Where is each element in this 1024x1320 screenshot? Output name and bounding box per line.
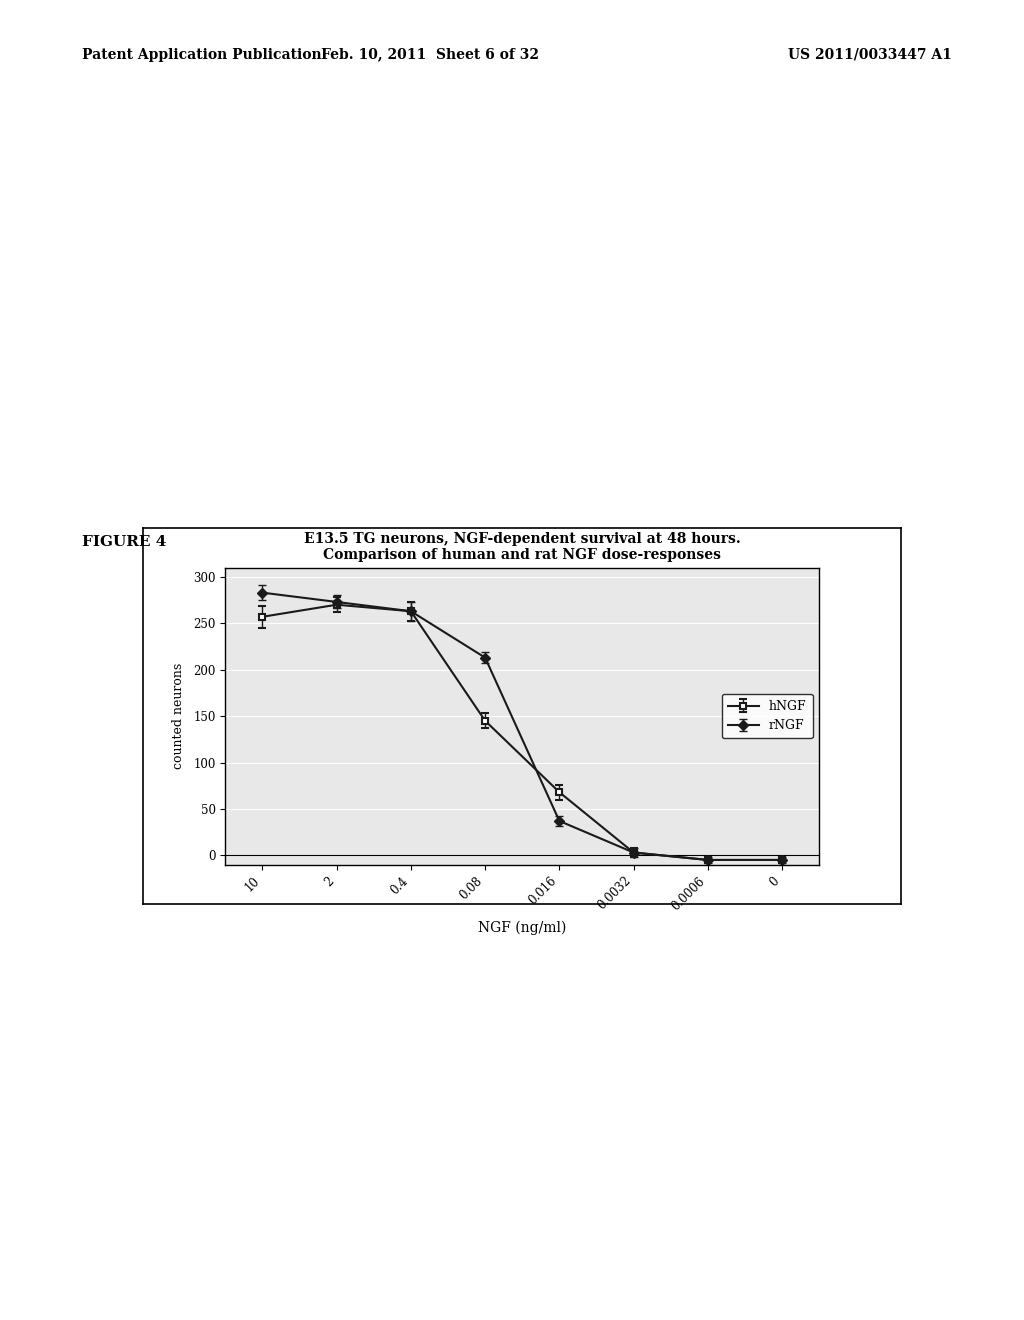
Text: US 2011/0033447 A1: US 2011/0033447 A1 bbox=[788, 48, 952, 62]
Text: Patent Application Publication: Patent Application Publication bbox=[82, 48, 322, 62]
X-axis label: NGF (ng/ml): NGF (ng/ml) bbox=[478, 921, 566, 936]
Title: E13.5 TG neurons, NGF-dependent survival at 48 hours.
Comparison of human and ra: E13.5 TG neurons, NGF-dependent survival… bbox=[304, 532, 740, 562]
Legend: hNGF, rNGF: hNGF, rNGF bbox=[722, 694, 813, 738]
Text: Feb. 10, 2011  Sheet 6 of 32: Feb. 10, 2011 Sheet 6 of 32 bbox=[322, 48, 539, 62]
Y-axis label: counted neurons: counted neurons bbox=[172, 663, 184, 770]
Text: FIGURE 4: FIGURE 4 bbox=[82, 535, 166, 549]
